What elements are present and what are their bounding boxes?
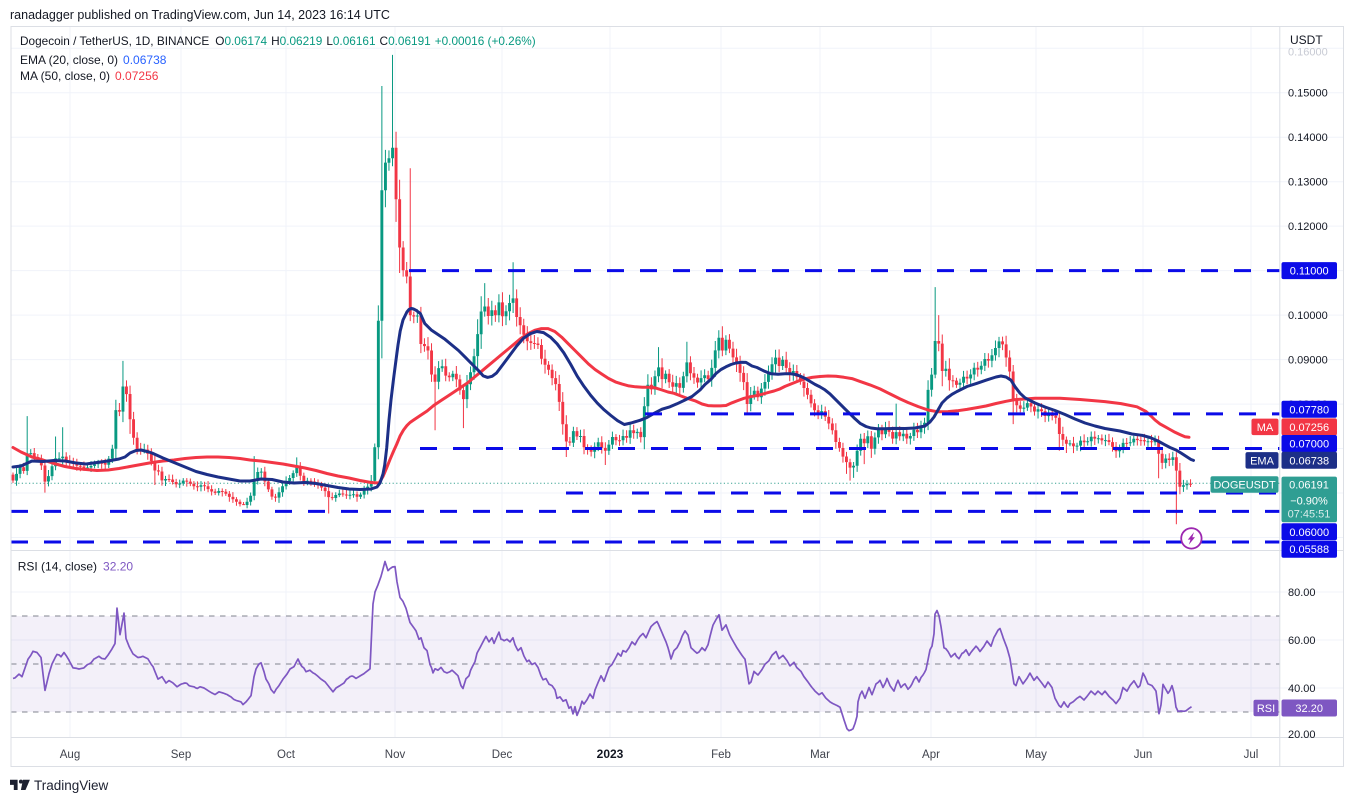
svg-text:0.06738: 0.06738	[1289, 455, 1329, 467]
svg-text:0.09000: 0.09000	[1288, 355, 1328, 367]
svg-text:EMA (20, close, 0)0.06738: EMA (20, close, 0) 0.06738	[20, 53, 167, 67]
svg-text:Mar: Mar	[810, 749, 830, 761]
svg-text:DOGEUSDT: DOGEUSDT	[1213, 480, 1276, 492]
svg-text:USDT: USDT	[1290, 33, 1323, 47]
svg-text:RSI: RSI	[1257, 703, 1275, 715]
svg-text:Oct: Oct	[277, 749, 296, 761]
svg-text:Sep: Sep	[171, 749, 191, 761]
svg-text:0.06000: 0.06000	[1289, 527, 1329, 539]
svg-text:May: May	[1025, 749, 1047, 761]
svg-text:0.16000: 0.16000	[1288, 47, 1328, 59]
svg-text:−0.90%: −0.90%	[1290, 495, 1328, 507]
svg-text:60.00: 60.00	[1288, 635, 1316, 647]
svg-text:0.13000: 0.13000	[1288, 177, 1328, 189]
svg-text:Apr: Apr	[922, 749, 940, 761]
svg-text:0.05588: 0.05588	[1289, 544, 1329, 556]
svg-text:Jun: Jun	[1134, 749, 1153, 761]
svg-text:0.15000: 0.15000	[1288, 88, 1328, 100]
svg-text:Nov: Nov	[385, 749, 406, 761]
svg-text:RSI (14, close)32.20: RSI (14, close) 32.20	[18, 560, 134, 574]
svg-text:0.10000: 0.10000	[1288, 310, 1328, 322]
svg-text:EMA: EMA	[1250, 455, 1275, 467]
svg-text:Dogecoin / TetherUS, 1D, BINAN: Dogecoin / TetherUS, 1D, BINANCE O0.06174…	[20, 34, 536, 48]
svg-text:40.00: 40.00	[1288, 683, 1316, 695]
svg-text:MA (50, close, 0)0.07256: MA (50, close, 0) 0.07256	[20, 69, 159, 83]
svg-text:0.06191: 0.06191	[1289, 480, 1329, 492]
svg-text:0.07000: 0.07000	[1289, 439, 1329, 451]
svg-text:ranadagger published on Tradin: ranadagger published on TradingView.com,…	[10, 8, 390, 22]
svg-text:Dec: Dec	[492, 749, 513, 761]
svg-text:32.20: 32.20	[1295, 703, 1323, 715]
svg-text:MA: MA	[1257, 422, 1274, 434]
svg-text:0.11000: 0.11000	[1290, 266, 1329, 278]
svg-text:2023: 2023	[597, 747, 624, 761]
svg-text:20.00: 20.00	[1288, 729, 1316, 741]
svg-text:0.14000: 0.14000	[1288, 132, 1328, 144]
svg-text:TradingView: TradingView	[34, 778, 109, 793]
svg-text:80.00: 80.00	[1288, 587, 1316, 599]
svg-text:0.12000: 0.12000	[1288, 221, 1328, 233]
svg-text:Aug: Aug	[60, 749, 80, 761]
svg-text:07:45:51: 07:45:51	[1288, 508, 1331, 520]
svg-text:0.07780: 0.07780	[1289, 404, 1329, 416]
svg-text:Jul: Jul	[1244, 749, 1259, 761]
svg-text:0.07256: 0.07256	[1289, 422, 1329, 434]
svg-text:Feb: Feb	[711, 749, 731, 761]
